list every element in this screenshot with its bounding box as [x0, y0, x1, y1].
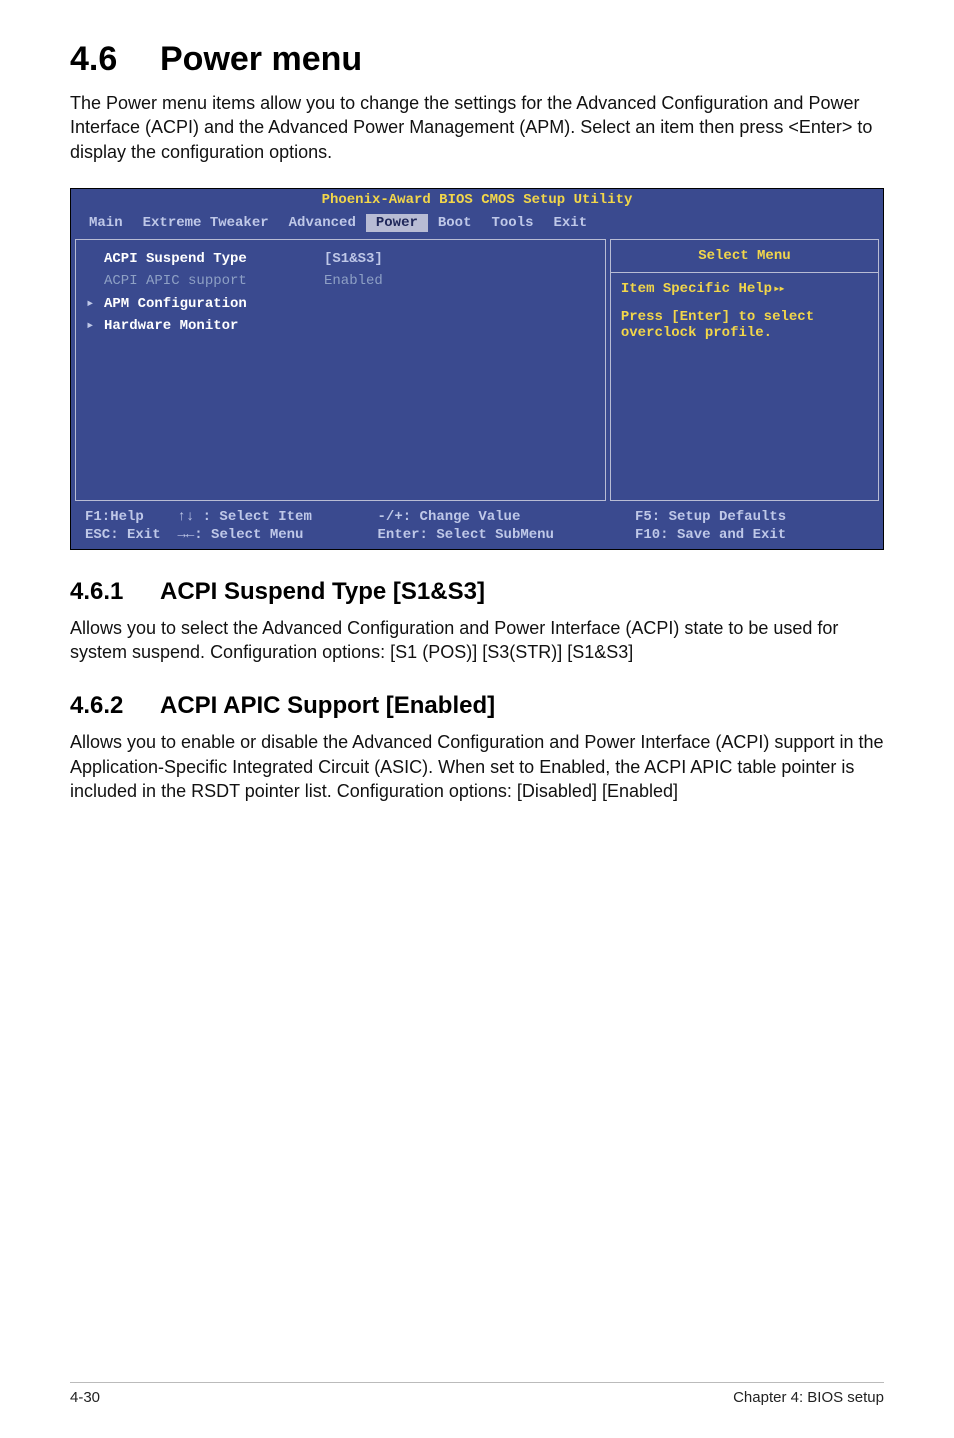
help-content: Item Specific Help Press [Enter] to sele… [611, 273, 878, 349]
submenu-marker-icon: ▸ [86, 293, 104, 315]
row-label: Hardware Monitor [104, 315, 324, 337]
subsection-462-heading: 4.6.2ACPI APIC Support [Enabled] [70, 692, 884, 720]
footer-f1: F1:Help [85, 509, 144, 525]
row-label: APM Configuration [104, 293, 324, 315]
section-number: 4.6 [70, 40, 160, 79]
page-number: 4-30 [70, 1389, 100, 1406]
footer-change-value: -/+: Change Value [378, 509, 635, 525]
tab-extreme-tweaker[interactable]: Extreme Tweaker [133, 214, 279, 232]
subsection-number: 4.6.1 [70, 578, 160, 606]
item-specific-help-label: Item Specific Help [621, 281, 868, 297]
tab-tools[interactable]: Tools [481, 214, 543, 232]
footer-esc: ESC: Exit [85, 527, 161, 543]
bios-footer: F1:Help ↑↓ : Select Item -/+: Change Val… [71, 505, 883, 549]
chapter-label: Chapter 4: BIOS setup [733, 1389, 884, 1406]
footer-key-exit: ESC: Exit →←: Select Menu [85, 527, 378, 543]
intro-paragraph: The Power menu items allow you to change… [70, 91, 884, 164]
subsection-title: ACPI Suspend Type [S1&S3] [160, 578, 485, 605]
subsection-461-text: Allows you to select the Advanced Config… [70, 616, 884, 665]
footer-setup-defaults: F5: Setup Defaults [635, 509, 869, 525]
tab-power[interactable]: Power [366, 214, 428, 232]
section-title-text: Power menu [160, 40, 362, 78]
section-heading: 4.6Power menu [70, 40, 884, 79]
item-hardware-monitor[interactable]: ▸ Hardware Monitor [86, 315, 595, 337]
bios-menu-bar: Main Extreme Tweaker Advanced Power Boot… [71, 211, 883, 235]
footer-select-item: ↑↓ : Select Item [177, 509, 311, 525]
footer-save-exit: F10: Save and Exit [635, 527, 869, 543]
row-value: Enabled [324, 270, 383, 292]
help-body-line2: overclock profile. [621, 325, 868, 341]
row-marker [86, 248, 104, 270]
footer-select-menu: →←: Select Menu [177, 527, 303, 543]
tab-exit[interactable]: Exit [544, 214, 598, 232]
tab-advanced[interactable]: Advanced [279, 214, 366, 232]
subsection-461-heading: 4.6.1ACPI Suspend Type [S1&S3] [70, 578, 884, 606]
item-acpi-suspend-type[interactable]: ACPI Suspend Type [S1&S3] [86, 248, 595, 270]
item-acpi-apic-support[interactable]: ACPI APIC support Enabled [86, 270, 595, 292]
chevron-right-icon [772, 281, 783, 297]
row-label: ACPI APIC support [104, 270, 324, 292]
bios-body: ACPI Suspend Type [S1&S3] ACPI APIC supp… [71, 235, 883, 505]
help-label-text: Item Specific Help [621, 281, 772, 297]
subsection-462-text: Allows you to enable or disable the Adva… [70, 730, 884, 803]
bios-title-bar: Phoenix-Award BIOS CMOS Setup Utility [71, 189, 883, 211]
tab-boot[interactable]: Boot [428, 214, 482, 232]
subsection-number: 4.6.2 [70, 692, 160, 720]
subsection-title: ACPI APIC Support [Enabled] [160, 692, 495, 719]
row-label: ACPI Suspend Type [104, 248, 324, 270]
submenu-marker-icon: ▸ [86, 315, 104, 337]
bios-left-panel: ACPI Suspend Type [S1&S3] ACPI APIC supp… [75, 239, 606, 501]
bios-window: Phoenix-Award BIOS CMOS Setup Utility Ma… [70, 188, 884, 550]
footer-select-submenu: Enter: Select SubMenu [378, 527, 635, 543]
row-value: [S1&S3] [324, 248, 383, 270]
footer-key-help: F1:Help ↑↓ : Select Item [85, 509, 378, 525]
help-body-line1: Press [Enter] to select [621, 309, 868, 325]
row-marker [86, 270, 104, 292]
bios-right-panel: Select Menu Item Specific Help Press [En… [610, 239, 879, 501]
item-apm-configuration[interactable]: ▸ APM Configuration [86, 293, 595, 315]
page-footer: 4-30 Chapter 4: BIOS setup [70, 1382, 884, 1406]
select-menu-heading: Select Menu [611, 240, 878, 272]
tab-main[interactable]: Main [79, 214, 133, 232]
